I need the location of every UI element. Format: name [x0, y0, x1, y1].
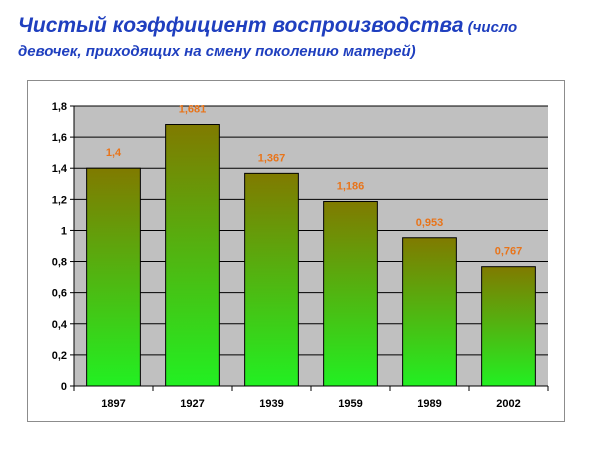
data-label: 1,367 [258, 152, 286, 164]
data-label: 0,953 [416, 217, 444, 229]
y-tick-label: 0 [61, 381, 67, 393]
data-label: 1,681 [179, 104, 207, 116]
data-label: 1,186 [337, 181, 365, 193]
x-tick-label: 1989 [417, 398, 441, 410]
chart-title: Чистый коэффициент воспроизводства (числ… [18, 14, 588, 64]
x-tick-label: 1897 [101, 398, 125, 410]
bar-2002 [481, 266, 536, 387]
bar-chart: 0 0,2 0,4 0,6 0,8 1 1,2 1,4 1,6 1,8 1897 1927 1939 1… [52, 101, 549, 410]
bar-1897 [86, 167, 141, 387]
y-tick-label: 1,6 [52, 132, 67, 144]
x-tick-label: 2002 [496, 398, 520, 410]
bar-1989 [402, 237, 457, 387]
x-tick-label: 1927 [180, 398, 204, 410]
data-label: 1,4 [106, 147, 122, 159]
y-tick-label: 1,4 [52, 163, 68, 175]
bar-1939 [244, 172, 299, 387]
chart-container: 0 0,2 0,4 0,6 0,8 1 1,2 1,4 1,6 1,8 1897 1927 1939 1… [27, 80, 565, 422]
y-tick-label: 1,8 [52, 101, 67, 113]
x-tick-label: 1959 [338, 398, 362, 410]
data-label: 0,767 [495, 246, 523, 258]
y-tick-label: 1 [61, 225, 67, 237]
bar-1959 [323, 201, 378, 387]
x-tick-label: 1939 [259, 398, 283, 410]
plot-area [74, 106, 548, 386]
y-tick-label: 1,2 [52, 194, 67, 206]
chart-title-sub-line2: девочек, приходящих на смену поколению м… [18, 43, 416, 60]
chart-title-main: Чистый коэффициент воспроизводства [18, 14, 464, 37]
y-tick-label: 0,8 [52, 257, 67, 269]
y-tick-label: 0,6 [52, 288, 67, 300]
bar-1927 [165, 124, 220, 387]
chart-title-sub: (число [463, 19, 518, 36]
y-tick-label: 0,2 [52, 350, 67, 362]
y-tick-label: 0,4 [52, 319, 68, 331]
